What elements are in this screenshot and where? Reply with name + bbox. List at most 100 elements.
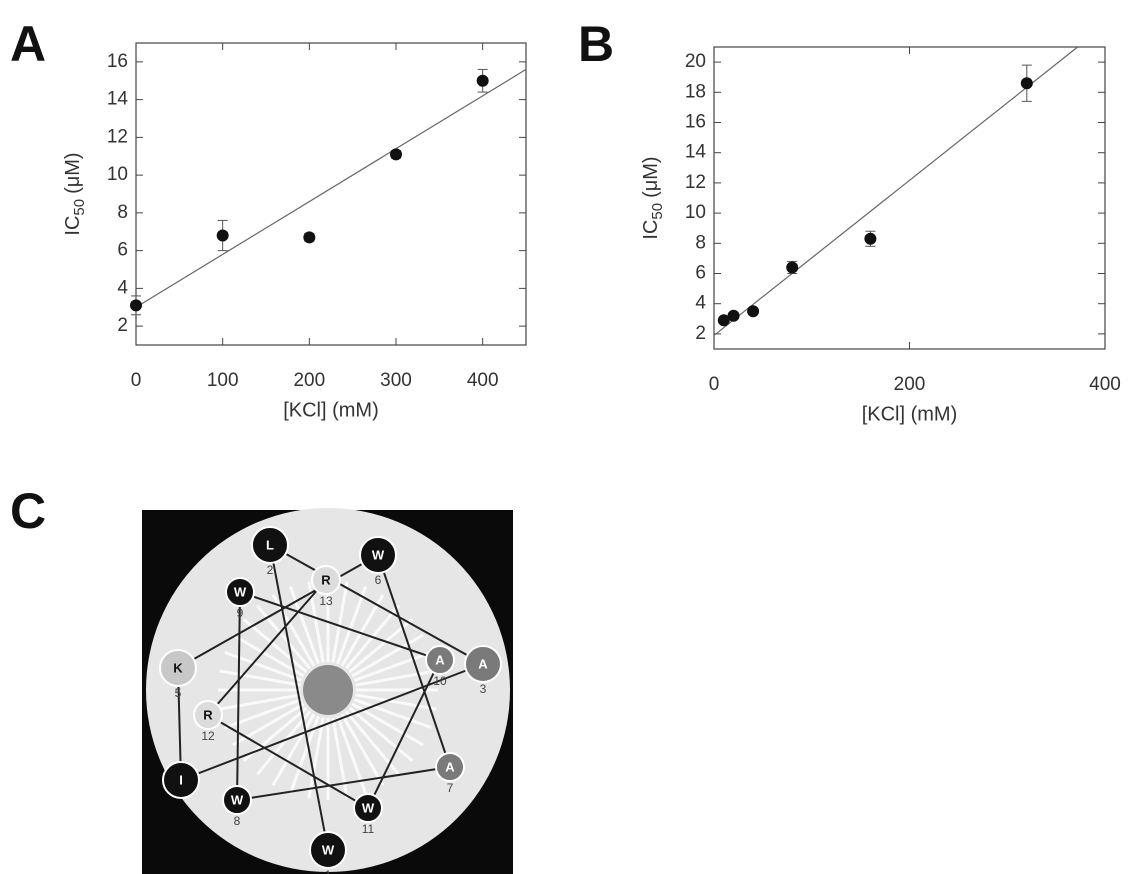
spoke <box>353 650 432 682</box>
spoke <box>219 693 301 711</box>
wheel-link <box>207 579 327 716</box>
spoke <box>242 618 308 674</box>
spoke <box>231 633 305 678</box>
residue <box>464 645 502 683</box>
spoke <box>219 669 301 687</box>
wheel-link <box>236 591 241 801</box>
y-tick-label: 12 <box>107 126 128 147</box>
wheel-link <box>180 663 484 781</box>
residue-label: I <box>179 772 183 787</box>
spoke <box>288 586 320 665</box>
residue-number: 2 <box>267 563 274 577</box>
x-tick-label: 200 <box>894 374 926 395</box>
plot-frame <box>713 46 1106 350</box>
residue <box>353 793 383 823</box>
y-tick-label: 2 <box>117 315 128 336</box>
y-tick-label: 10 <box>107 164 128 185</box>
residue-label: W <box>372 547 385 562</box>
residue-label: A <box>435 652 445 667</box>
residue-label: L <box>266 537 274 552</box>
y-tick-label: 4 <box>695 293 706 314</box>
residue <box>193 700 223 730</box>
spoke <box>224 650 303 682</box>
residue-number: 3 <box>480 682 487 696</box>
y-axis-label: IC50 (μM) <box>640 156 666 239</box>
y-tick-label: 8 <box>117 202 128 223</box>
data-point <box>130 299 142 312</box>
x-tick-label: 400 <box>1089 374 1121 395</box>
spoke <box>355 693 437 711</box>
y-label-main: IC <box>62 216 84 236</box>
y-tick-label: 18 <box>685 81 706 102</box>
x-axis-label: [KCl] (mM) <box>862 403 958 425</box>
spoke <box>231 702 305 747</box>
spoke <box>348 706 414 762</box>
data-point <box>216 229 229 242</box>
data-point <box>390 148 402 161</box>
x-tick-label: 0 <box>131 370 142 391</box>
spoke <box>351 633 425 678</box>
residue <box>159 649 197 687</box>
residue-label: R <box>203 707 213 722</box>
spoke <box>331 581 349 663</box>
residue-label: A <box>478 656 488 671</box>
spoke <box>307 581 325 663</box>
spoke <box>307 717 325 799</box>
y-label-unit: (μM) <box>62 152 84 194</box>
panel-label: C <box>10 483 46 539</box>
spoke <box>353 698 432 730</box>
data-point <box>747 305 760 318</box>
residue <box>435 752 465 782</box>
y-label-main: IC <box>640 220 662 240</box>
wheel-link <box>239 591 441 661</box>
residue <box>222 785 252 815</box>
spoke <box>331 717 349 799</box>
data-point <box>303 231 316 244</box>
y-label-subscript: 50 <box>649 203 666 220</box>
spoke <box>340 713 385 787</box>
residue-number: 5 <box>175 686 182 700</box>
residue-number: 6 <box>375 573 382 587</box>
panel-label: B <box>578 16 614 72</box>
residue-number: 12 <box>201 729 215 743</box>
y-tick-label: 16 <box>685 112 706 133</box>
residue-label: W <box>322 842 335 857</box>
y-label-subscript: 50 <box>71 199 88 216</box>
data-point <box>727 309 740 322</box>
spoke <box>256 710 312 776</box>
wheel-link <box>269 544 484 665</box>
x-tick-label: 300 <box>380 370 412 391</box>
residue-number: 11 <box>362 822 375 836</box>
residue-label: W <box>362 800 375 815</box>
wheel-link <box>177 554 379 669</box>
spoke <box>355 669 437 687</box>
residue-label: A <box>445 759 455 774</box>
y-tick-label: 6 <box>117 240 128 261</box>
spoke <box>340 593 385 667</box>
y-axis-label: IC50 (μM) <box>62 152 88 235</box>
wheel-link <box>236 766 451 801</box>
residue-label: R <box>321 572 331 587</box>
residue-label: K <box>173 660 183 675</box>
data-point <box>786 261 799 274</box>
x-tick-label: 200 <box>293 370 325 391</box>
residue-number: 13 <box>319 594 333 608</box>
data-point <box>864 232 877 245</box>
residue-label: W <box>234 584 247 599</box>
spoke <box>351 702 425 747</box>
data-point <box>1020 77 1033 90</box>
spoke <box>256 604 312 670</box>
residue-label: W <box>231 792 244 807</box>
residue-number: 10 <box>433 674 447 688</box>
y-tick-label: 2 <box>695 323 706 344</box>
residue <box>425 645 455 675</box>
residue <box>309 831 347 869</box>
y-tick-label: 14 <box>685 142 707 163</box>
panel-label: A <box>10 16 46 72</box>
x-tick-label: 100 <box>207 370 239 391</box>
wheel-center <box>303 665 353 715</box>
residue <box>251 526 289 564</box>
residue <box>162 761 200 799</box>
y-tick-label: 12 <box>685 172 706 193</box>
